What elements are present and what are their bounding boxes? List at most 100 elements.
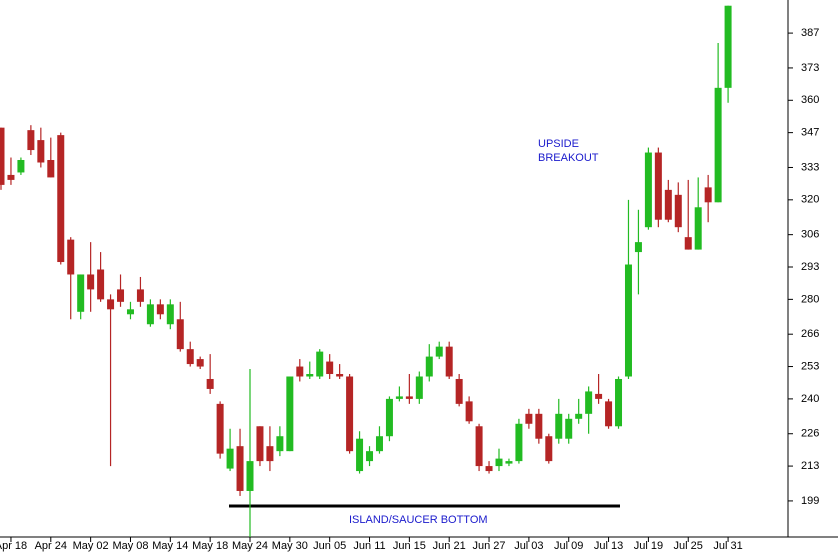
candle-body [555, 413, 563, 439]
candle-body [615, 378, 623, 427]
candle-body [67, 239, 75, 275]
y-tick-label: 333 [801, 161, 819, 173]
candle-body [644, 152, 652, 228]
y-tick-label: 253 [801, 360, 819, 372]
y-tick-label: 240 [801, 393, 819, 405]
candle-body [336, 374, 344, 377]
candle-body [694, 207, 702, 250]
candle-body [405, 396, 413, 399]
candle-body [206, 378, 214, 389]
candle-body [226, 448, 234, 469]
candle-body [0, 127, 5, 185]
x-tick-label: Jun 27 [473, 540, 506, 552]
candle-body [595, 393, 603, 399]
candle-body [684, 237, 692, 250]
candle-body [724, 5, 732, 88]
candle-body [714, 87, 722, 203]
candle-body [654, 152, 662, 220]
candle-body [326, 361, 334, 375]
candle-body [87, 274, 95, 290]
candle-body [77, 274, 85, 312]
candle-body [535, 413, 543, 439]
candle-body [57, 135, 65, 263]
candle-body [216, 403, 224, 454]
candle-body [306, 374, 314, 377]
candle-body [366, 451, 374, 462]
x-tick-label: Jul 03 [514, 540, 543, 552]
candle-body [515, 423, 523, 462]
candle-body [634, 242, 642, 253]
candle-body [176, 319, 184, 350]
candle-body [674, 194, 682, 228]
x-tick-label: Apr 24 [35, 540, 67, 552]
candle-body [166, 304, 174, 325]
x-tick-label: Jun 11 [353, 540, 385, 552]
y-tick-label: 280 [801, 293, 819, 305]
candle-body [624, 264, 632, 377]
candle-body [17, 160, 25, 173]
candle-body [375, 436, 383, 452]
candle-body [455, 378, 463, 404]
candle-body [495, 458, 503, 467]
x-tick-label: May 02 [73, 540, 109, 552]
candle-body [37, 140, 45, 163]
candle-body [246, 461, 254, 491]
candle-body [465, 401, 473, 422]
y-tick-label: 213 [801, 460, 819, 472]
x-tick-label: Jul 25 [674, 540, 703, 552]
candle-body [415, 376, 423, 399]
annotation: ISLAND/SAUCER BOTTOM [349, 514, 488, 526]
y-tick-label: 360 [801, 94, 819, 106]
y-tick-label: 373 [801, 62, 819, 74]
candle-body [664, 189, 672, 220]
candle-body [7, 174, 15, 180]
candle-body [346, 376, 354, 452]
candle-body [425, 356, 433, 377]
candle-body [97, 269, 105, 300]
candle-body [475, 426, 483, 467]
candle-body [146, 304, 154, 325]
x-tick-label: May 30 [272, 540, 308, 552]
x-tick-label: Apr 18 [0, 540, 27, 552]
candle-body [276, 436, 284, 452]
x-tick-label: May 08 [112, 540, 148, 552]
x-tick-label: Jun 15 [393, 540, 426, 552]
candle-body [704, 187, 712, 203]
candle-body [107, 299, 115, 310]
x-tick-label: Jun 05 [313, 540, 346, 552]
candle-body [585, 391, 593, 414]
candle-body [117, 289, 125, 302]
y-tick-label: 347 [801, 127, 819, 139]
candle-body [266, 446, 274, 462]
candle-body [356, 438, 364, 472]
candle-body [47, 160, 55, 178]
candle-body [286, 376, 294, 452]
candle-body [435, 346, 443, 357]
candle-body [296, 366, 304, 377]
x-tick-label: Jul 13 [594, 540, 623, 552]
candle-body [236, 446, 244, 491]
candle-body [445, 346, 453, 377]
y-tick-label: 266 [801, 328, 819, 340]
x-tick-label: Jul 19 [634, 540, 663, 552]
candle-body [385, 398, 393, 437]
candle-body [395, 396, 403, 399]
x-tick-label: Jun 21 [433, 540, 466, 552]
candle-body [136, 289, 144, 302]
candle-body [27, 130, 35, 151]
candle-body [126, 309, 134, 315]
y-tick-label: 306 [801, 229, 819, 241]
candle-body [605, 401, 613, 427]
y-tick-label: 199 [801, 495, 819, 507]
x-tick-label: Jul 31 [713, 540, 742, 552]
annotation: UPSIDE [538, 138, 579, 150]
y-tick-label: 293 [801, 261, 819, 273]
candle-body [505, 461, 513, 464]
x-tick-label: Jul 09 [554, 540, 583, 552]
candle-body [575, 413, 583, 419]
annotation: BREAKOUT [538, 152, 599, 164]
x-tick-label: May 24 [232, 540, 268, 552]
candle-body [525, 413, 533, 424]
